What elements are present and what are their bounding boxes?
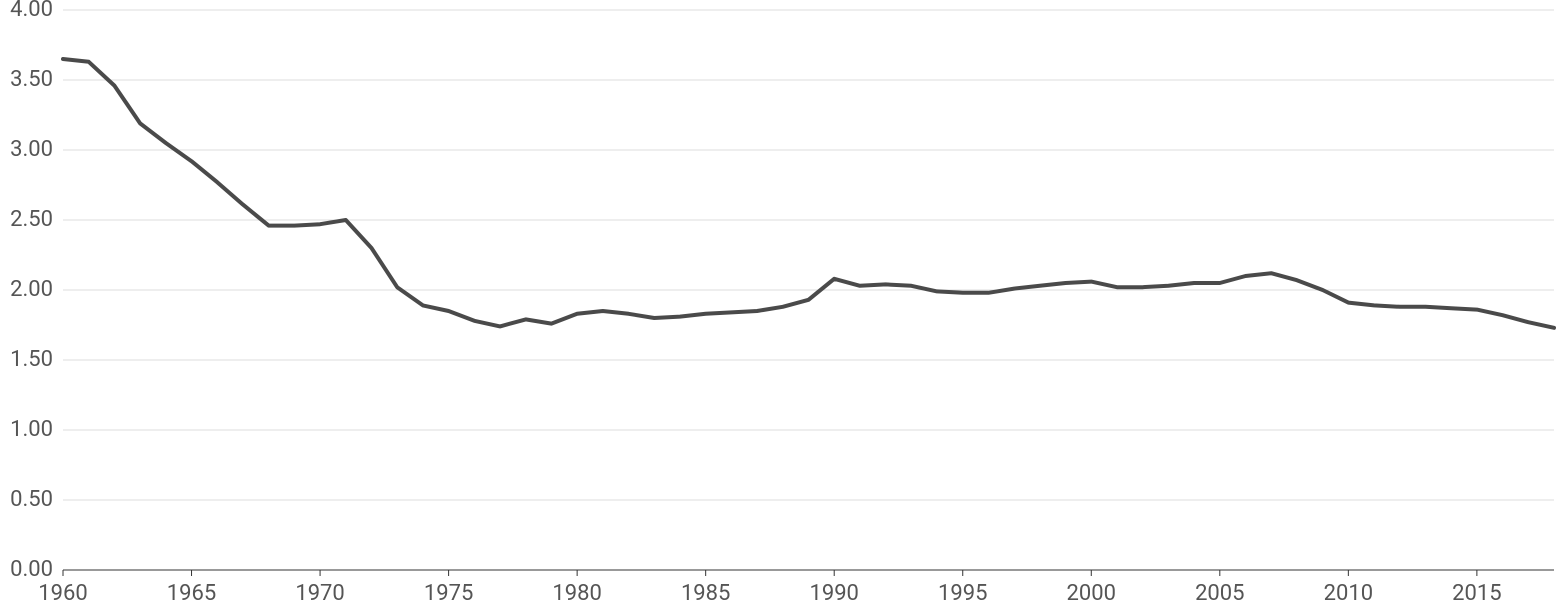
chart-svg: 0.00 0.50 1.00 1.50 2.00 2.50 3.00 3.50 4.00 1960…: [0, 0, 1568, 614]
y-tick-label: 1.00: [10, 417, 53, 442]
x-tick-label: 2005: [1195, 581, 1244, 606]
x-tick-label: 1970: [295, 581, 344, 606]
x-tick-label: 1990: [809, 581, 858, 606]
x-tick-label: 2015: [1452, 581, 1501, 606]
x-tick-label: 1960: [38, 581, 87, 606]
y-tick-label: 3.50: [10, 67, 53, 92]
x-tick-label: 1995: [938, 581, 987, 606]
x-tick-label: 1975: [424, 581, 473, 606]
x-tick-label: 1965: [167, 581, 216, 606]
y-tick-label: 0.50: [10, 487, 53, 512]
y-tick-label: 0.00: [10, 557, 53, 582]
y-tick-label: 4.00: [10, 0, 53, 22]
y-tick-label: 1.50: [10, 347, 53, 372]
y-tick-label: 2.00: [10, 277, 53, 302]
y-tick-label: 2.50: [10, 207, 53, 232]
x-tick-label: 1985: [681, 581, 730, 606]
x-tick-label: 1980: [552, 581, 601, 606]
x-tick-label: 2000: [1067, 581, 1116, 606]
line-chart: 0.00 0.50 1.00 1.50 2.00 2.50 3.00 3.50 4.00 1960…: [0, 0, 1568, 614]
y-tick-label: 3.00: [10, 137, 53, 162]
x-tick-label: 2010: [1324, 581, 1373, 606]
